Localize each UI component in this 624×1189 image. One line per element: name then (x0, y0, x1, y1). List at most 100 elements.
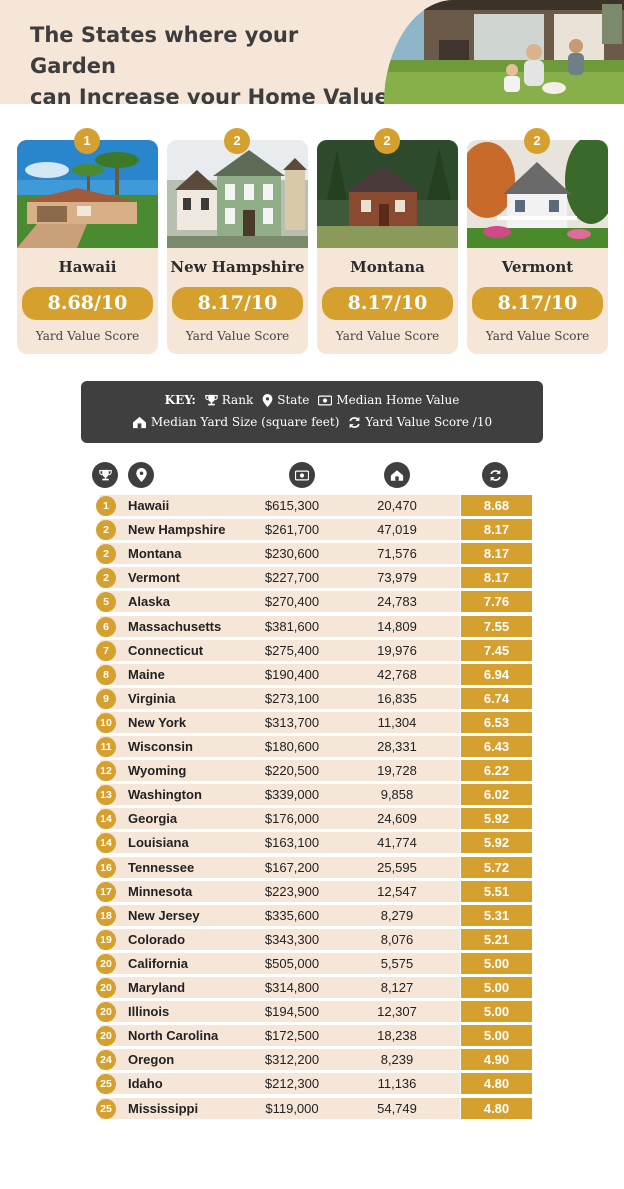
state-cell: Tennessee (128, 859, 195, 875)
yard-size-cell: 12,547 (377, 883, 417, 899)
key-state-label: State (277, 393, 310, 407)
state-cell: Hawaii (128, 498, 170, 513)
state-cell: Montana (128, 546, 182, 562)
table-row: 19 Colorado $343,300 8,076 5.21 (92, 928, 536, 950)
table-row: 2 Vermont $227,700 73,979 8.17 (92, 567, 536, 589)
state-cell: Connecticut (128, 642, 204, 658)
row-background (100, 591, 460, 613)
score-cell: 8.17 (461, 519, 532, 541)
score-cell: 6.53 (461, 711, 532, 733)
card-score: 8.68/10 (22, 287, 153, 320)
rank-badge: 19 (96, 929, 116, 950)
card-score-label: Yard Value Score (185, 329, 290, 343)
table-row: 24 Oregon $312,200 8,239 4.90 (92, 1049, 536, 1071)
row-background (100, 760, 460, 782)
home-value-cell: $275,400 (264, 642, 320, 658)
table-row: 18 New Jersey $335,600 8,279 5.31 (92, 904, 536, 926)
table-row: 1 Hawaii $615,300 20,470 8.68 (92, 495, 536, 516)
rank-badge: 5 (96, 592, 116, 613)
state-cell: Massachusetts (128, 618, 222, 634)
row-background (100, 567, 460, 589)
rank-badge: 12 (96, 761, 116, 782)
score-cell: 8.68 (461, 495, 532, 516)
state-cell: Washington (128, 787, 202, 803)
header-banner: The States where your Garden can Increas… (0, 0, 624, 104)
state-cell: New Hampshire (128, 522, 226, 538)
yard-size-cell: 12,307 (377, 1004, 417, 1020)
home-value-cell: $180,600 (264, 739, 320, 754)
home-value-cell: $273,100 (264, 690, 320, 706)
state-cell: North Carolina (128, 1028, 219, 1044)
row-background (100, 977, 460, 998)
yard-size-cell: 14,809 (377, 618, 417, 634)
state-card-hawaii: 1 Hawaii 8.68/10 Yard Value Score (17, 128, 158, 354)
state-cell: Minnesota (128, 883, 193, 899)
state-cell: Vermont (128, 570, 181, 586)
score-cell: 6.43 (461, 736, 532, 757)
yard-size-cell: 24,609 (377, 811, 417, 827)
rank-badge: 8 (96, 664, 116, 685)
vermont-house-photo (467, 140, 608, 248)
yard-size-cell: 19,976 (377, 642, 417, 658)
card-score: 8.17/10 (322, 287, 453, 320)
score-cell: 7.45 (461, 639, 532, 661)
score-cell: 5.21 (461, 928, 532, 950)
key-row-2: Median Yard Size (square feet) Yard Valu… (81, 415, 543, 429)
score-cell: 5.00 (461, 952, 532, 974)
yard-size-cell: 24,783 (377, 594, 417, 610)
card-score-label: Yard Value Score (485, 329, 590, 343)
table-row: 20 Illinois $194,500 12,307 5.00 (92, 1001, 536, 1023)
rank-badge: 2 (96, 520, 116, 541)
rank-badge: 7 (96, 640, 116, 661)
home-value-cell: $505,000 (264, 955, 320, 971)
home-value-cell: $343,300 (264, 931, 320, 947)
row-background (100, 1097, 460, 1119)
home-value-cell: $119,000 (265, 1100, 319, 1116)
row-background (100, 639, 460, 661)
yard-size-cell: 28,331 (377, 739, 417, 754)
yard-size-cell: 18,238 (377, 1028, 417, 1044)
yard-size-cell: 9,858 (380, 787, 414, 803)
row-background (100, 808, 460, 830)
table-row: 25 Mississippi $119,000 54,749 4.80 (92, 1097, 536, 1119)
state-card-montana: 2 Montana 8.17/10 Yard Value Score (317, 128, 458, 354)
home-value-cell: $270,400 (264, 594, 320, 610)
table-row: 13 Washington $339,000 9,858 6.02 (92, 784, 536, 806)
yard-size-cell: 25,595 (377, 859, 417, 875)
home-value-cell: $312,200 (264, 1052, 320, 1068)
key-yard-size-label: Median Yard Size (square feet) (150, 415, 340, 429)
montana-cabin-photo (317, 140, 458, 248)
card-state-name: Vermont (501, 258, 574, 276)
yard-size-cell: 8,279 (380, 907, 414, 923)
row-background (100, 711, 460, 733)
row-background (100, 736, 460, 757)
table-row: 2 New Hampshire $261,700 47,019 8.17 (92, 519, 536, 541)
title-line-1: The States where your Garden (30, 23, 299, 78)
row-background (100, 784, 460, 806)
home-value-cell: $172,500 (264, 1028, 320, 1044)
table-row: 5 Alaska $270,400 24,783 7.76 (92, 591, 536, 613)
rank-badge: 2 (224, 128, 250, 154)
rank-badge: 13 (96, 785, 116, 806)
score-cell: 8.17 (461, 543, 532, 565)
row-background (100, 495, 460, 516)
rank-badge: 14 (96, 809, 116, 830)
state-cell: California (128, 955, 188, 971)
home-value-cell: $313,700 (264, 714, 320, 730)
state-cell: Alaska (128, 594, 170, 610)
rank-badge: 20 (96, 953, 116, 974)
house-yard-icon (132, 416, 146, 428)
table-row: 16 Tennessee $167,200 25,595 5.72 (92, 856, 536, 878)
state-cell: Illinois (128, 1004, 170, 1020)
score-cell: 5.00 (461, 977, 532, 998)
score-cell: 5.31 (461, 904, 532, 926)
yard-size-cell: 16,835 (377, 690, 417, 706)
money-icon (289, 462, 315, 488)
table-row: 12 Wyoming $220,500 19,728 6.22 (92, 760, 536, 782)
card-score: 8.17/10 (172, 287, 303, 320)
rank-badge: 17 (96, 881, 116, 902)
yard-size-cell: 5,575 (380, 955, 414, 971)
key-home-value: Median Home Value (318, 393, 459, 407)
score-cell: 4.80 (461, 1073, 532, 1095)
home-value-cell: $314,800 (264, 980, 320, 995)
